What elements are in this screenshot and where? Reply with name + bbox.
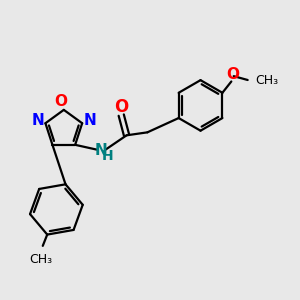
Text: N: N <box>32 113 44 128</box>
Text: O: O <box>226 68 240 82</box>
Text: CH₃: CH₃ <box>255 74 278 86</box>
Text: O: O <box>54 94 67 109</box>
Text: N: N <box>95 143 108 158</box>
Text: H: H <box>102 149 113 163</box>
Text: N: N <box>83 113 96 128</box>
Text: O: O <box>114 98 128 116</box>
Text: CH₃: CH₃ <box>30 253 53 266</box>
